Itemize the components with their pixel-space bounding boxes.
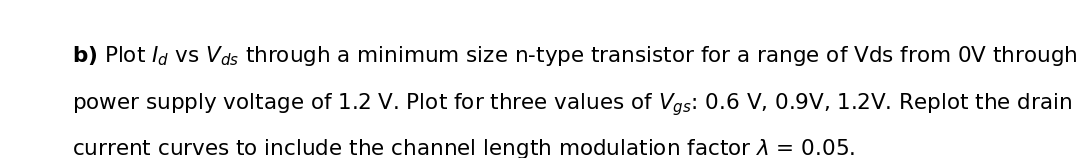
Text: $\mathbf{b)}$ Plot $I_d$ vs $V_{ds}$ through a minimum size n-type transistor fo: $\mathbf{b)}$ Plot $I_d$ vs $V_{ds}$ thr…	[72, 44, 1078, 68]
Text: current curves to include the channel length modulation factor $\lambda$ = 0.05.: current curves to include the channel le…	[72, 137, 856, 158]
Text: power supply voltage of 1.2 V. Plot for three values of $V_{gs}$: 0.6 V, 0.9V, 1: power supply voltage of 1.2 V. Plot for …	[72, 91, 1073, 118]
